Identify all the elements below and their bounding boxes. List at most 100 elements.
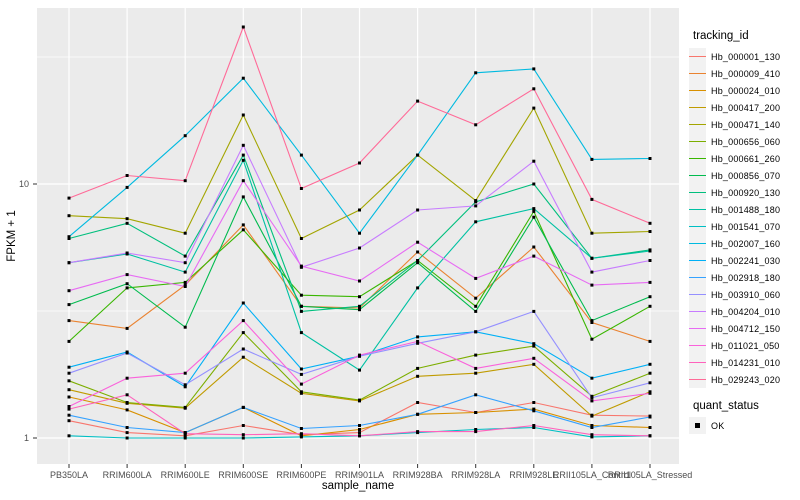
legend-key-line-icon — [689, 286, 706, 303]
data-point-Hb_000024_010 — [474, 411, 478, 414]
legend-item-label: OK — [711, 420, 725, 431]
legend-item-Hb_001541_070: Hb_001541_070 — [689, 218, 799, 235]
data-point-Hb_001488_180 — [358, 368, 361, 372]
legend-key-line-icon — [689, 48, 706, 65]
legend-item-Hb_004204_010: Hb_004204_010 — [689, 303, 799, 320]
legend-key-line-icon — [689, 99, 706, 116]
data-point-Hb_011021_050 — [299, 382, 303, 386]
legend-item-label: Hb_002918_180 — [711, 272, 781, 283]
x-tick-label: RRII105LA_Control — [553, 470, 631, 480]
data-point-Hb_014231_010 — [474, 430, 478, 434]
y-tick-label: 1 — [24, 433, 29, 443]
data-point-Hb_014231_010 — [299, 432, 303, 436]
legend-item-label: Hb_000417_200 — [711, 102, 781, 113]
data-point-Hb_004204_010 — [358, 246, 361, 250]
data-point-Hb_001488_180 — [590, 256, 594, 260]
data-point-Hb_002007_160 — [183, 134, 187, 138]
data-point-Hb_000009_410 — [125, 326, 129, 330]
data-point-Hb_004712_150 — [416, 240, 420, 244]
data-point-Hb_000024_010 — [125, 408, 129, 412]
legend-key-line-icon — [689, 354, 706, 371]
legend-item-label: Hb_000656_060 — [711, 136, 781, 147]
data-point-Hb_000661_260 — [241, 228, 245, 232]
data-point-Hb_000009_410 — [67, 319, 71, 323]
data-point-Hb_001488_180 — [299, 331, 303, 335]
data-point-Hb_002007_160 — [358, 231, 361, 235]
data-point-Hb_011021_050 — [590, 399, 594, 403]
y-tick-label: 10 — [19, 179, 29, 189]
legend-key-line-icon — [689, 371, 706, 388]
data-point-Hb_000856_070 — [299, 304, 303, 308]
legend-key-line-icon — [689, 184, 706, 201]
legend-key-line-icon — [689, 252, 706, 269]
legend-item-Hb_000656_060: Hb_000656_060 — [689, 133, 799, 150]
data-point-Hb_000661_260 — [183, 280, 187, 284]
data-point-Hb_000024_010 — [648, 426, 652, 429]
x-tick-label: RRIM928LA — [451, 470, 500, 480]
data-point-Hb_000024_010 — [358, 428, 361, 431]
data-point-Hb_000471_140 — [532, 106, 536, 110]
legend-item-label: Hb_000856_070 — [711, 170, 781, 181]
data-point-Hb_000856_070 — [241, 195, 245, 199]
data-point-Hb_000856_070 — [416, 261, 420, 265]
data-point-Hb_011021_050 — [183, 371, 187, 375]
data-point-Hb_000856_070 — [474, 309, 478, 313]
data-point-Hb_014231_010 — [358, 434, 361, 438]
legend-item-label: Hb_002007_160 — [711, 238, 781, 249]
y-axis-title: FPKM + 1 — [6, 210, 18, 261]
data-point-Hb_000661_260 — [474, 304, 478, 308]
legend-item-Hb_002241_030: Hb_002241_030 — [689, 252, 799, 269]
data-point-Hb_000009_410 — [416, 250, 420, 254]
data-point-Hb_000471_140 — [183, 231, 187, 235]
data-point-Hb_029243_020 — [67, 196, 71, 200]
legend-item-Hb_000661_260: Hb_000661_260 — [689, 150, 799, 167]
data-point-Hb_002007_160 — [532, 67, 536, 71]
x-tick-label: RRIM928BA — [393, 470, 443, 480]
data-point-Hb_004712_150 — [474, 276, 478, 280]
legend-item-Hb_000024_010: Hb_000024_010 — [689, 82, 799, 99]
data-point-Hb_003910_060 — [590, 396, 594, 400]
x-tick-label: PB350LA — [50, 470, 88, 480]
data-point-Hb_000661_260 — [590, 337, 594, 341]
legend-item-Hb_002007_160: Hb_002007_160 — [689, 235, 799, 252]
axis-tick-marks — [33, 183, 651, 468]
data-point-Hb_029243_020 — [590, 197, 594, 201]
data-point-Hb_001488_180 — [416, 286, 420, 290]
data-point-Hb_011021_050 — [241, 319, 245, 323]
legend-item-Hb_000009_410: Hb_000009_410 — [689, 65, 799, 82]
data-point-Hb_000001_130 — [532, 401, 536, 404]
data-point-Hb_011021_050 — [67, 405, 71, 408]
data-point-Hb_000009_410 — [474, 296, 478, 300]
data-point-Hb_000920_130 — [474, 200, 478, 204]
data-point-Hb_000856_070 — [590, 319, 594, 323]
legend-item-quant-OK: OK — [689, 417, 799, 434]
data-point-Hb_004712_150 — [183, 285, 187, 288]
legend-key-line-icon — [689, 133, 706, 150]
data-point-Hb_000856_070 — [183, 325, 187, 329]
data-point-Hb_002918_180 — [590, 426, 594, 429]
x-axis-tick-labels: PB350LA RRIM600LA RRIM600LE RRIM600SE RRIM60… — [50, 470, 692, 480]
data-point-Hb_029243_020 — [474, 123, 478, 127]
data-point-Hb_003910_060 — [241, 347, 245, 351]
legend-key-line-icon — [689, 235, 706, 252]
legend-title-tracking-id: tracking_id — [693, 30, 749, 42]
legend-key-line-icon — [689, 320, 706, 337]
legend-key-line-icon — [689, 167, 706, 184]
data-point-Hb_003910_060 — [183, 383, 187, 387]
legend-item-Hb_000471_140: Hb_000471_140 — [689, 116, 799, 133]
data-point-Hb_001541_070 — [590, 435, 594, 439]
x-tick-label: RRII105LA_Stressed — [608, 470, 693, 480]
data-point-Hb_029243_020 — [648, 221, 652, 225]
data-point-Hb_001488_180 — [648, 249, 652, 253]
data-point-Hb_002007_160 — [241, 76, 245, 80]
data-point-Hb_002918_180 — [648, 415, 652, 419]
data-point-Hb_029243_020 — [299, 187, 303, 190]
data-point-Hb_000856_070 — [358, 308, 361, 312]
data-point-Hb_004204_010 — [183, 261, 187, 265]
data-point-Hb_001541_070 — [299, 435, 303, 439]
data-point-Hb_004204_010 — [416, 208, 420, 212]
data-point-Hb_000920_130 — [532, 182, 536, 186]
legend-item-label: Hb_029243_020 — [711, 374, 781, 385]
data-point-Hb_004712_150 — [590, 283, 594, 287]
